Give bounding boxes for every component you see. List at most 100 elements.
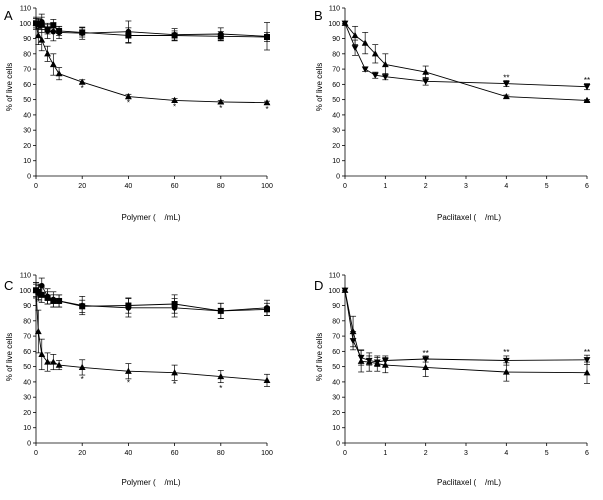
y-tick-label: 90 (23, 36, 31, 43)
data-point (171, 369, 178, 376)
data-point (50, 22, 57, 29)
x-tick-label: 60 (171, 450, 179, 457)
data-point (264, 34, 270, 41)
data-point (44, 294, 51, 301)
y-tick-label: 10 (23, 425, 31, 432)
x-tick-label: 5 (545, 183, 549, 190)
significance-marker: * (173, 380, 176, 389)
y-tick-label: 100 (328, 21, 340, 28)
y-tick-label: 70 (332, 67, 340, 74)
x-tick-label: 80 (217, 450, 225, 457)
y-tick-label: 100 (328, 288, 340, 295)
significance-marker: ** (423, 349, 429, 358)
panel-letter: B (314, 8, 323, 23)
data-point (217, 372, 225, 380)
data-point (32, 286, 40, 293)
panel-letter: A (4, 8, 13, 23)
data-point (263, 99, 271, 106)
x-tick-label: 0 (34, 450, 38, 457)
x-tick-label: 20 (78, 183, 86, 190)
data-point (502, 92, 510, 100)
y-tick-label: 20 (23, 410, 31, 417)
y-tick-label: 20 (332, 143, 340, 150)
x-tick-label: 40 (125, 450, 133, 457)
data-point (502, 357, 510, 365)
y-axis-title: % of live cells (5, 63, 14, 111)
data-point (502, 81, 510, 88)
series-triangle (32, 282, 271, 387)
data-point (264, 306, 270, 313)
data-point (44, 358, 51, 365)
y-tick-label: 100 (19, 21, 31, 28)
series-triangle-up (341, 19, 591, 103)
data-point (56, 27, 63, 34)
data-point (78, 78, 86, 85)
x-tick-label: 100 (261, 450, 273, 457)
series-circle (33, 13, 270, 51)
panel-a: A Polymer ( /mL) % of live cells 0 10 20 30… (4, 6, 273, 223)
y-tick-label: 10 (332, 158, 340, 165)
y-tick-label: 50 (332, 97, 340, 104)
y-tick-label: 10 (332, 425, 340, 432)
x-tick-label: 3 (464, 450, 468, 457)
data-point (583, 357, 591, 364)
data-point (351, 45, 359, 52)
series-square (33, 282, 270, 319)
data-point (349, 327, 357, 335)
significance-marker: * (219, 104, 222, 113)
x-tick-label: 5 (545, 450, 549, 457)
x-tick-label: 1 (383, 450, 387, 457)
data-point (125, 92, 132, 100)
data-point (34, 31, 42, 39)
x-axis-title: Paclitaxel ( /mL) (437, 213, 501, 222)
data-point (371, 72, 379, 79)
data-point (583, 96, 591, 103)
y-tick-label: 70 (23, 334, 31, 341)
x-tick-label: 40 (125, 183, 133, 190)
y-tick-label: 90 (23, 303, 31, 310)
series-line (344, 23, 588, 101)
x-axis-title: Polymer ( /mL) (121, 478, 180, 487)
data-point (381, 60, 389, 68)
data-point (583, 84, 591, 91)
data-point (32, 19, 40, 26)
data-point (351, 31, 359, 39)
series-line (35, 284, 268, 312)
y-tick-label: 20 (23, 143, 31, 150)
y-tick-label: 40 (332, 379, 340, 386)
y-tick-label: 90 (332, 303, 340, 310)
data-point (49, 60, 57, 68)
y-tick-label: 70 (23, 67, 31, 74)
significance-marker: * (127, 99, 130, 108)
y-tick-label: 10 (23, 158, 31, 165)
data-point (422, 363, 430, 370)
y-tick-label: 30 (23, 395, 31, 402)
significance-marker: * (173, 103, 176, 112)
data-point (217, 98, 225, 105)
data-point (381, 361, 389, 368)
data-point (38, 291, 45, 298)
y-tick-label: 80 (332, 318, 340, 325)
x-tick-label: 2 (424, 183, 428, 190)
x-tick-label: 0 (343, 183, 347, 190)
data-point (38, 36, 46, 43)
y-tick-label: 30 (332, 128, 340, 135)
data-point (44, 50, 51, 57)
y-tick-label: 80 (23, 318, 31, 325)
y-tick-label: 0 (336, 174, 340, 181)
data-point (38, 21, 45, 28)
series-triangle-down (341, 287, 591, 367)
series-square (33, 16, 270, 44)
y-tick-label: 70 (332, 334, 340, 341)
data-point (55, 70, 63, 77)
panel-letter: D (314, 278, 323, 293)
x-tick-label: 3 (464, 183, 468, 190)
data-point (125, 32, 132, 39)
x-tick-label: 6 (585, 183, 589, 190)
y-tick-label: 110 (329, 6, 340, 13)
y-tick-label: 60 (23, 82, 31, 89)
x-tick-label: 80 (217, 183, 225, 190)
data-point (171, 32, 178, 39)
data-point (171, 301, 178, 308)
data-point (341, 19, 349, 26)
